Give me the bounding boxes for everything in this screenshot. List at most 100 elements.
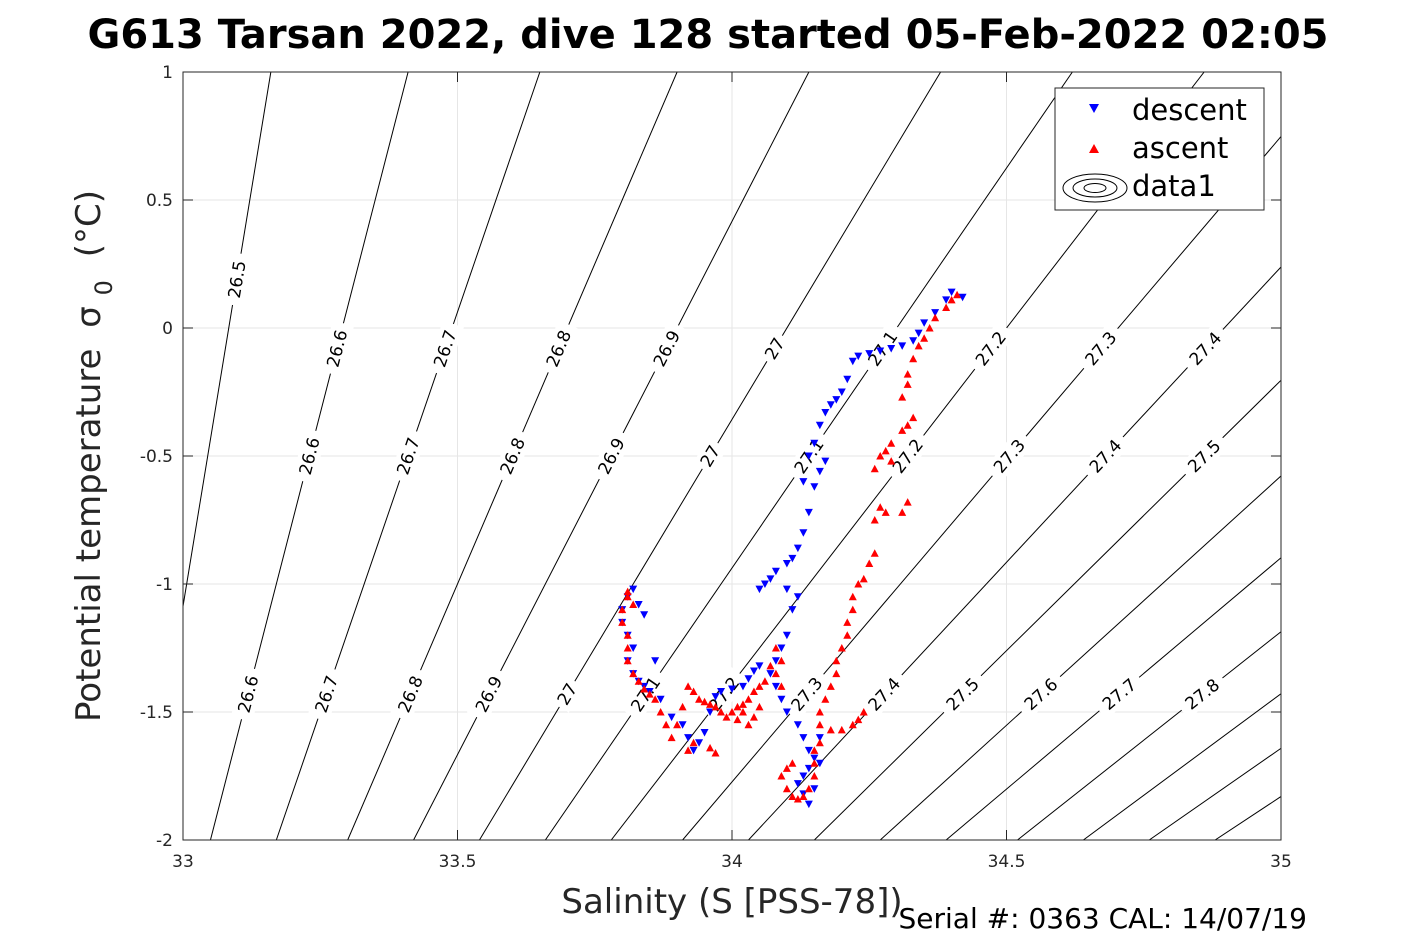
ascent-point-31 [843,631,852,639]
ascent-point-76 [678,702,687,711]
ascent-point-16 [876,452,885,460]
ascent-point-97 [711,748,720,757]
ascent-point-69 [717,708,726,716]
contour-line-27.9 [1083,693,1281,840]
contour-label-group: 26.7 [426,320,464,377]
ascent-point-95 [684,746,693,754]
y-tick-label-5: 0.5 [146,191,173,211]
ascent-point-12 [903,421,912,429]
contour-label-bg [538,320,579,377]
ascent-point-83 [640,684,649,693]
ascent-point-22 [898,508,907,516]
ascent-point-88 [623,631,632,639]
contour-label-bg [1174,669,1230,719]
x-axis-ticks: 33 33.5 34 34.5 35 [172,72,1292,872]
ascent-point-82 [645,690,654,698]
chart-title: G613 Tarsan 2022, dive 128 started 05-Fe… [87,12,1328,58]
ascent-point-8 [903,370,912,378]
contour-label-bg [1075,321,1126,376]
ascent-point-74 [689,687,698,696]
descent-point-7 [898,342,907,350]
descent-point-14 [837,388,846,396]
contour-label-bg [1014,668,1068,720]
descent-point-42 [749,667,758,676]
descent-point-49 [700,728,709,737]
descent-point-61 [629,644,638,652]
descent-point-51 [689,746,698,755]
contour-label-bg [692,437,728,475]
descent-point-76 [810,754,819,763]
y-tick-label-2: -1 [156,575,173,595]
descent-point-2 [942,296,951,304]
ascent-point-19 [876,503,885,511]
x-tick-label-1: 33.5 [439,852,477,872]
descent-point-74 [799,734,808,742]
descent-point-40 [766,670,775,678]
contour-label-bg [1079,429,1132,483]
contour-label-bg [858,667,910,721]
y-axis-ticks: -2 -1.5 -1 -0.5 0 0.5 1 [140,63,1281,851]
descent-point-83 [810,785,819,793]
ascent-point-66 [733,702,742,711]
descent-point-41 [755,662,764,670]
descent-point-28 [788,554,797,563]
contour-label-bg [221,251,252,307]
descent-point-33 [755,585,764,594]
descent-point-52 [684,734,693,742]
descent-point-68 [634,600,643,609]
ascent-point-9 [903,380,912,388]
x-axis-label: Salinity (S [PSS-78]) [561,882,902,922]
ascent-point-70 [711,702,720,711]
descent-point-53 [678,721,687,729]
descent-point-23 [821,457,830,466]
descent-point-72 [782,708,791,716]
ascent-point-41 [848,720,857,729]
ascent-point-80 [656,708,665,716]
ascent-point-57 [771,669,780,678]
ascent-point-63 [749,687,758,696]
contour-label-group: 26.9 [467,665,511,723]
ascent-point-6 [914,341,923,350]
data-markers [618,288,967,809]
contour-label-group: 27.3 [781,667,832,722]
ascent-point-14 [887,439,896,447]
ascent-point-60 [766,661,775,670]
contour-label-bg [307,665,346,723]
ascent-point-28 [848,592,857,601]
ascent-point-47 [810,772,819,780]
ascent-point-81 [651,695,660,703]
descent-point-82 [804,800,813,809]
contour-label-26.6: 26.6 [235,674,264,716]
contour-label-26.8: 26.8 [543,328,576,371]
descent-point-71 [777,695,786,704]
y-tick-label-3: -0.5 [140,447,173,467]
ascent-point-0 [953,290,962,299]
ascent-point-1 [947,295,956,304]
descent-point-17 [815,421,824,430]
ascent-point-33 [832,656,841,665]
contour-label-bg [492,427,533,485]
contour-label-group: 27 [692,437,728,475]
descent-point-29 [782,560,791,568]
ascent-point-53 [777,772,786,780]
ascent-point-38 [815,720,824,729]
descent-point-1 [947,288,956,297]
descent-point-75 [804,746,813,755]
descent-point-47 [711,693,720,701]
descent-point-66 [629,585,638,594]
contour-line-27.6 [879,475,1281,840]
ascent-point-99 [749,713,758,721]
contour-label-group: 26.8 [389,665,431,723]
ascent-point-65 [738,700,747,708]
ascent-point-40 [837,725,846,734]
contour-label-26.7: 26.7 [430,328,461,370]
ascent-point-59 [771,644,780,652]
descent-point-73 [793,721,802,729]
legend-descent-marker [1089,104,1099,113]
ascent-point-71 [706,700,715,708]
ascent-point-77 [673,720,682,729]
ascent-point-25 [865,559,874,568]
descent-point-8 [887,344,896,353]
ascent-point-17 [870,464,879,473]
